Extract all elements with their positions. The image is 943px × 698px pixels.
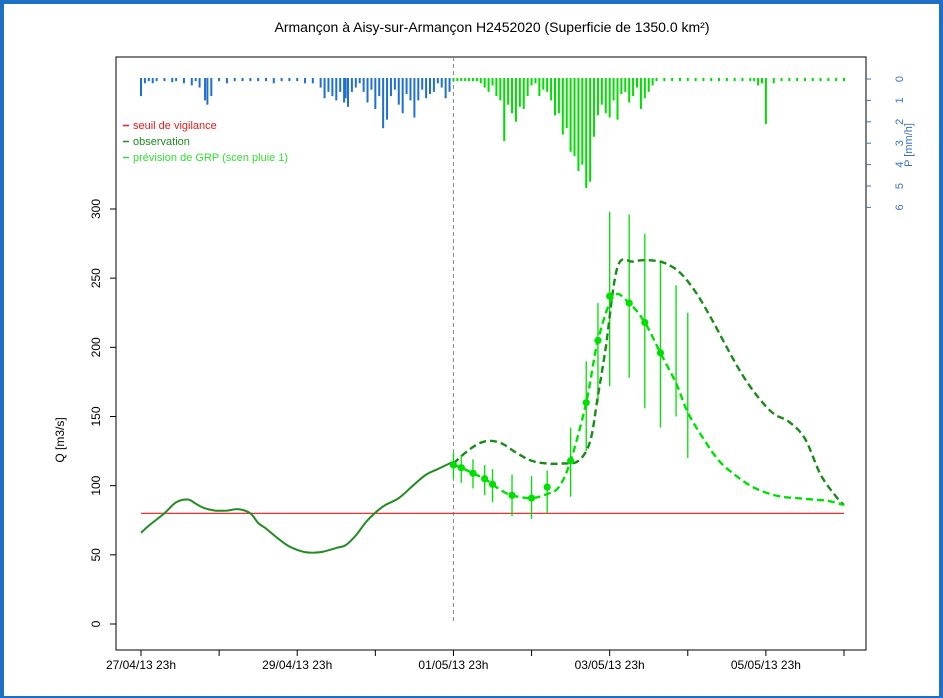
y-tick-label: 250: [89, 268, 103, 288]
forecast-dark-line: [453, 259, 844, 505]
forecast-line: [453, 294, 844, 505]
y2-tick-label: 6: [894, 204, 906, 210]
chart-title: Armançon à Aisy-sur-Armançon H2452020 (S…: [275, 19, 710, 35]
plot-box: [116, 57, 866, 650]
y-tick-label: 0: [89, 620, 103, 627]
y-tick-label: 150: [89, 406, 103, 426]
legend: seuil de vigilance observation prévision d…: [123, 120, 288, 164]
forecast-point: [626, 299, 633, 306]
forecast-point: [594, 337, 601, 344]
forecast-point: [450, 461, 457, 468]
x-tick-label: 03/05/13 23h: [575, 658, 645, 672]
y2-tick-label: 0: [894, 76, 906, 82]
forecast-point: [606, 293, 613, 300]
forecast-point: [657, 349, 664, 356]
x-tick-label: 27/04/13 23h: [106, 658, 176, 672]
y-tick-label: 50: [89, 548, 103, 562]
y-axis-label: Q [m3/s]: [53, 417, 67, 462]
forecast-point: [544, 483, 551, 490]
forecast-point: [567, 457, 574, 464]
x-tick-label: 29/04/13 23h: [262, 658, 332, 672]
y2-tick-label: 4: [894, 162, 906, 168]
forecast-point: [641, 319, 648, 326]
x-tick-label: 05/05/13 23h: [731, 658, 801, 672]
y2-tick-label: 1: [894, 97, 906, 103]
observation-line: [141, 462, 453, 553]
forecast-point: [508, 492, 515, 499]
forecast-point: [528, 495, 535, 502]
forecast-point: [583, 399, 590, 406]
legend-label: seuil de vigilance: [133, 120, 217, 132]
legend-label: observation: [133, 136, 190, 148]
forecast-point: [469, 470, 476, 477]
y2-tick-label: 2: [894, 119, 906, 125]
forecast-point: [458, 464, 465, 471]
y-tick-label: 100: [89, 475, 103, 495]
y2-tick-label: 3: [894, 140, 906, 146]
legend-label: prévision de GRP (scen pluie 1): [133, 152, 288, 164]
forecast-point: [489, 481, 496, 488]
forecast-point: [481, 475, 488, 482]
x-tick-label: 01/05/13 23h: [418, 658, 488, 672]
y-tick-label: 300: [89, 199, 103, 219]
y2-tick-label: 5: [894, 183, 906, 189]
y-tick-label: 200: [89, 337, 103, 357]
